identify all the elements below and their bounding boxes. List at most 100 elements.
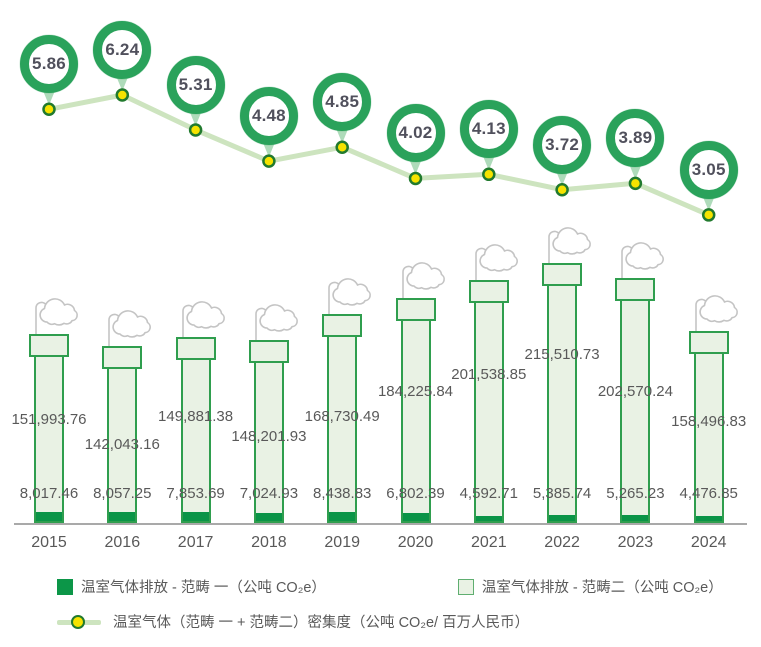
legend-row-1: 温室气体排放 - 范畴 一（公吨 CO₂e） 温室气体排放 - 范畴二（公吨 C… (57, 576, 747, 597)
smoke-puff (405, 261, 445, 290)
intensity-badge: 3.89 (606, 109, 665, 168)
intensity-badge: 5.86 (20, 35, 78, 94)
scope2-value-label: 184,225.84 (377, 383, 454, 400)
scope2-value-label: 142,043.16 (84, 436, 160, 453)
bar-column (693, 351, 724, 524)
scope2-value-label: 149,881.38 (158, 408, 234, 425)
line-marker-dot (555, 182, 569, 197)
x-axis-tick-label: 2020 (397, 534, 434, 551)
scope1-value-label: 7,853.69 (166, 485, 225, 502)
intensity-badge-value: 4.48 (251, 106, 286, 126)
x-axis-tick-label: 2018 (251, 534, 287, 551)
smoke-cloud-icon (474, 244, 518, 282)
line-marker-dot (262, 154, 276, 168)
intensity-badge: 4.02 (386, 104, 445, 163)
legend-item-scope2: 温室气体排放 - 范畴二（公吨 CO₂e） (457, 576, 723, 597)
smoke-cloud-icon (621, 242, 665, 280)
intensity-badge-value: 4.13 (471, 119, 506, 139)
smoke-cloud-icon (401, 261, 445, 300)
bar-cap (175, 337, 216, 361)
intensity-badge-value: 3.05 (691, 159, 726, 179)
line-marker-dot (42, 102, 56, 117)
smoke-cloud-icon (548, 226, 592, 265)
smoke-puff (332, 278, 372, 306)
scope1-segment (475, 516, 502, 522)
bar-column (547, 283, 578, 524)
smoke-puff (259, 304, 298, 332)
bar-column (180, 358, 211, 524)
x-axis-tick-label: 2023 (617, 534, 654, 551)
smoke-cloud-icon (694, 295, 738, 333)
bar-column (34, 355, 64, 524)
intensity-badge-value: 4.85 (325, 92, 360, 112)
smoke-puff (552, 226, 592, 255)
scope1-value-label: 5,385.74 (532, 485, 592, 502)
intensity-badge: 5.31 (166, 55, 225, 114)
bar-cap (395, 297, 436, 321)
bar-cap (248, 340, 289, 364)
bar-column (473, 300, 504, 524)
intensity-badge: 3.05 (679, 140, 738, 199)
x-axis-tick-label: 2022 (544, 534, 580, 551)
x-axis-tick-label: 2024 (690, 534, 727, 551)
scope1-value-label: 6,802.39 (386, 485, 445, 502)
bar-cap (322, 314, 363, 338)
intensity-badge-value: 5.86 (32, 54, 66, 74)
smoke-cloud-icon (35, 298, 78, 337)
smoke-cloud-icon (108, 310, 152, 349)
scope2-value-label: 148,201.93 (231, 428, 307, 445)
line-marker-dot (701, 208, 716, 222)
line-marker-dot (188, 123, 203, 137)
scope1-segment (36, 512, 62, 522)
intensity-badge: 3.72 (533, 115, 592, 174)
scope1-segment (182, 512, 209, 522)
bar-cap (688, 330, 729, 354)
intensity-badge: 4.85 (313, 73, 372, 132)
scope1-value-label: 5,265.23 (606, 485, 665, 502)
scope1-value-label: 8,438.83 (312, 485, 372, 502)
bar-column (253, 361, 284, 524)
bar-cap (29, 334, 69, 358)
line-marker-dot (115, 88, 130, 102)
scope2-swatch-icon (457, 578, 474, 595)
line-marker-dot (335, 140, 349, 154)
intensity-line-swatch-icon (57, 614, 101, 629)
legend-label-scope1: 温室气体排放 - 范畴 一（公吨 CO₂e） (81, 580, 326, 596)
scope1-segment (329, 511, 356, 522)
bar-column (327, 335, 358, 524)
x-axis-tick-label: 2021 (471, 534, 507, 551)
scope1-segment (255, 513, 282, 522)
x-axis-tick-label: 2015 (31, 534, 67, 551)
x-axis-tick-label: 2016 (104, 534, 141, 551)
scope1-segment (402, 513, 429, 522)
smoke-puff (625, 242, 665, 270)
legend-item-scope1: 温室气体排放 - 范畴 一（公吨 CO₂e） (57, 576, 326, 597)
scope1-segment (622, 515, 649, 522)
scope2-value-label: 158,496.83 (671, 413, 747, 430)
scope1-value-label: 7,024.93 (239, 485, 299, 502)
scope2-value-label: 215,510.73 (524, 346, 600, 363)
intensity-badge-value: 4.02 (398, 123, 433, 143)
scope1-value-label: 4,476.85 (679, 485, 738, 502)
scope1-segment (695, 516, 722, 522)
smoke-puff (698, 295, 738, 323)
scope1-value-label: 4,592.71 (459, 485, 518, 502)
x-axis-tick-label: 2019 (324, 534, 360, 551)
x-axis-tick-label: 2017 (177, 534, 214, 551)
bar-cap (468, 279, 509, 303)
smoke-puff (112, 310, 152, 338)
legend-item-intensity: 温室气体（范畴 一 + 范畴二）密集度（公吨 CO₂e/ 百万人民币） (57, 611, 529, 632)
scope2-value-label: 201,538.85 (451, 366, 527, 383)
line-marker-dot (408, 171, 423, 186)
intensity-badge: 6.24 (93, 20, 152, 79)
smoke-puff (185, 301, 225, 329)
bar-cap (102, 346, 143, 370)
scope1-swatch-icon (57, 578, 73, 595)
legend-row-2: 温室气体（范畴 一 + 范畴二）密集度（公吨 CO₂e/ 百万人民币） (57, 611, 747, 632)
intensity-badge: 4.48 (239, 87, 298, 146)
scope2-value-label: 168,730.49 (304, 408, 380, 425)
intensity-badge-value: 6.24 (105, 39, 140, 59)
bar-column (107, 367, 138, 524)
line-marker-dot (628, 176, 643, 191)
